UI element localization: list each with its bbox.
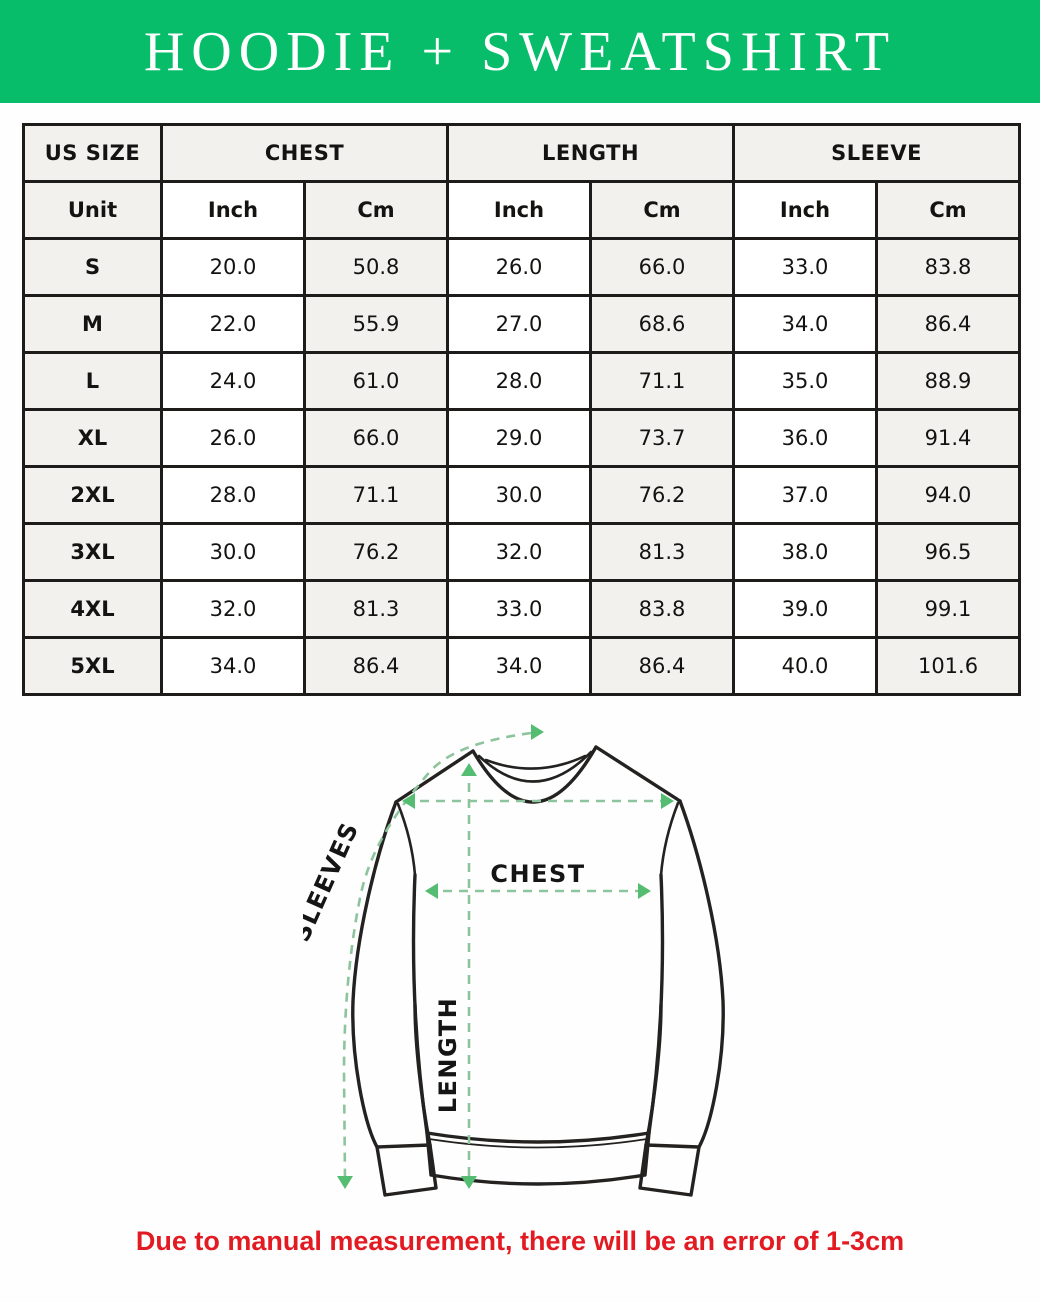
sleeves-measure-line [342,731,532,1181]
arrow-right-icon [531,724,544,740]
arrow-left-icon [402,793,415,809]
value-cell: 36.0 [732,408,879,468]
size-label: 3XL [22,522,163,582]
value-cell: 32.0 [446,522,592,582]
table-unit-row: Unit Inch Cm Inch Cm Inch Cm [22,180,1022,240]
unit-length-cm: Cm [588,180,736,240]
value-cell: 86.4 [588,636,736,696]
value-cell: 91.4 [875,408,1022,468]
size-label: XL [22,408,163,468]
unit-chest-inch: Inch [160,180,306,240]
chest-label: CHEST [490,860,585,888]
table-row-m: M 22.0 55.9 27.0 68.6 34.0 86.4 [22,294,1022,354]
value-cell: 66.0 [303,408,449,468]
value-cell: 88.9 [875,351,1022,411]
arrow-up-icon [461,763,477,776]
value-cell: 81.3 [588,522,736,582]
value-cell: 30.0 [160,522,306,582]
table-row-4xl: 4XL 32.0 81.3 33.0 83.8 39.0 99.1 [22,579,1022,639]
measurement-lines [342,731,672,1181]
value-cell: 83.8 [588,579,736,639]
sweatshirt-outline [351,745,725,1197]
value-cell: 81.3 [303,579,449,639]
value-cell: 34.0 [732,294,879,354]
value-cell: 76.2 [588,465,736,525]
arrow-right-icon [661,793,674,809]
value-cell: 35.0 [732,351,879,411]
value-cell: 94.0 [875,465,1022,525]
value-cell: 28.0 [160,465,306,525]
unit-chest-cm: Cm [303,180,449,240]
value-cell: 26.0 [446,237,592,297]
sleeves-label: SLEEVES [303,818,365,946]
col-header-length: LENGTH [445,123,736,183]
unit-length-inch: Inch [446,180,592,240]
value-cell: 20.0 [160,237,306,297]
page-title: HOODIE + SWEATSHIRT [143,20,897,83]
value-cell: 37.0 [732,465,879,525]
value-cell: 24.0 [160,351,306,411]
value-cell: 76.2 [303,522,449,582]
arrow-down-icon [337,1176,353,1189]
value-cell: 96.5 [875,522,1022,582]
size-label: S [22,237,163,297]
value-cell: 101.6 [875,636,1022,696]
title-banner: HOODIE + SWEATSHIRT [0,0,1040,103]
size-label: 4XL [22,579,163,639]
value-cell: 83.8 [875,237,1022,297]
unit-sleeve-inch: Inch [732,180,879,240]
table-row-xl: XL 26.0 66.0 29.0 73.7 36.0 91.4 [22,408,1022,468]
col-header-sleeve: SLEEVE [732,123,1022,183]
value-cell: 34.0 [446,636,592,696]
table-row-l: L 24.0 61.0 28.0 71.1 35.0 88.9 [22,351,1022,411]
table-row-2xl: 2XL 28.0 71.1 30.0 76.2 37.0 94.0 [22,465,1022,525]
measurement-error-note: Due to manual measurement, there will be… [135,1226,905,1256]
value-cell: 28.0 [446,351,592,411]
table-group-header-row: US SIZE CHEST LENGTH SLEEVE [22,123,1022,183]
size-chart-table: US SIZE CHEST LENGTH SLEEVE Unit Inch Cm… [22,123,1022,696]
value-cell: 68.6 [588,294,736,354]
value-cell: 32.0 [160,579,306,639]
value-cell: 71.1 [303,465,449,525]
unit-label: Unit [22,180,163,240]
value-cell: 55.9 [303,294,449,354]
sweatshirt-measurement-diagram: CHEST LENGTH SLEEVES [303,703,763,1205]
value-cell: 71.1 [588,351,736,411]
measurement-arrowheads [337,724,674,1189]
size-label: 5XL [22,636,163,696]
table-row-5xl: 5XL 34.0 86.4 34.0 86.4 40.0 101.6 [22,636,1022,696]
arrow-down-icon [461,1176,477,1189]
value-cell: 66.0 [588,237,736,297]
value-cell: 99.1 [875,579,1022,639]
arrow-right-icon [638,883,651,899]
value-cell: 73.7 [588,408,736,468]
size-label: 2XL [22,465,163,525]
value-cell: 33.0 [732,237,879,297]
value-cell: 38.0 [732,522,879,582]
arrow-left-icon [425,883,438,899]
value-cell: 86.4 [303,636,449,696]
value-cell: 34.0 [160,636,306,696]
value-cell: 39.0 [732,579,879,639]
value-cell: 33.0 [446,579,592,639]
size-label: L [22,351,163,411]
col-header-us-size: US SIZE [22,123,163,183]
value-cell: 61.0 [303,351,449,411]
unit-sleeve-cm: Cm [875,180,1022,240]
value-cell: 22.0 [160,294,306,354]
value-cell: 30.0 [446,465,592,525]
value-cell: 50.8 [303,237,449,297]
size-label: M [22,294,163,354]
table-row-3xl: 3XL 30.0 76.2 32.0 81.3 38.0 96.5 [22,522,1022,582]
value-cell: 86.4 [875,294,1022,354]
col-header-chest: CHEST [160,123,449,183]
value-cell: 40.0 [732,636,879,696]
table-row-s: S 20.0 50.8 26.0 66.0 33.0 83.8 [22,237,1022,297]
value-cell: 26.0 [160,408,306,468]
value-cell: 29.0 [446,408,592,468]
value-cell: 27.0 [446,294,592,354]
length-label: LENGTH [434,997,462,1114]
